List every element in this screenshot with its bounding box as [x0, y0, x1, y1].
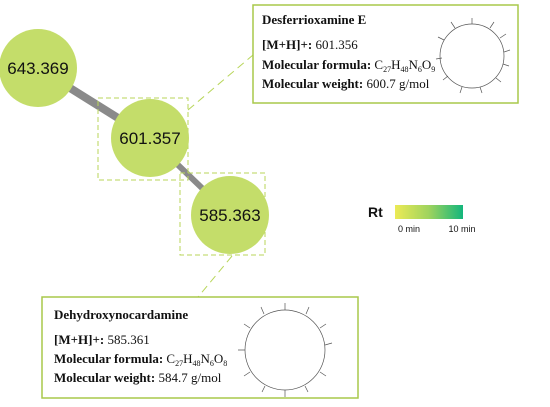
legend-min: 0 min [398, 224, 420, 234]
label: Molecular weight: [54, 370, 155, 385]
subscript: 27 [383, 65, 391, 74]
subscript: 9 [431, 65, 435, 74]
structure [238, 303, 333, 397]
subscript: 48 [400, 65, 408, 74]
value: 584.7 g/mol [158, 370, 221, 385]
label: Molecular formula: [262, 57, 371, 72]
formula-line: Molecular formula: C27H48N6O8 [54, 351, 227, 368]
element: C [166, 351, 175, 366]
subscript: 6 [418, 65, 422, 74]
element: N [200, 351, 210, 366]
node[interactable] [0, 29, 77, 107]
element: O [422, 57, 431, 72]
node[interactable] [191, 176, 269, 254]
formula-line: Molecular formula: C27H48N6O9 [262, 57, 435, 74]
ion-line: [M+H]+: 601.356 [262, 37, 358, 52]
subscript: 27 [175, 359, 183, 368]
info-box [252, 4, 519, 104]
label: Molecular weight: [262, 76, 363, 91]
compound-name: Desferrioxamine E [262, 12, 366, 27]
weight-line: Molecular weight: 584.7 g/mol [54, 370, 222, 385]
element: O [214, 351, 223, 366]
selection-box [179, 172, 266, 256]
node-label: 601.357 [119, 129, 180, 148]
weight-line: Molecular weight: 600.7 g/mol [262, 76, 430, 91]
legend-title: Rt [368, 204, 383, 220]
ion-line: [M+H]+: 585.361 [54, 332, 150, 347]
info-box [41, 296, 359, 399]
subscript: 8 [223, 359, 227, 368]
connector [187, 54, 254, 111]
value: 585.361 [107, 332, 149, 347]
element: N [408, 57, 418, 72]
node[interactable] [111, 99, 189, 177]
element: C [374, 57, 383, 72]
value: 601.356 [315, 37, 358, 52]
value: 600.7 g/mol [366, 76, 429, 91]
element: H [391, 57, 400, 72]
element: H [183, 351, 192, 366]
subscript: 6 [210, 359, 214, 368]
node-label: 643.369 [7, 59, 68, 78]
label: Molecular formula: [54, 351, 163, 366]
subscript: 48 [192, 359, 200, 368]
color-scale [395, 205, 463, 219]
label: [M+H]+: [54, 332, 104, 347]
compound-name: Dehydroxynocardamine [54, 307, 188, 322]
legend-max: 10 min [448, 224, 475, 234]
structure [435, 18, 511, 94]
label: [M+H]+: [262, 37, 312, 52]
node-label: 585.363 [199, 206, 260, 225]
connector [197, 255, 233, 298]
